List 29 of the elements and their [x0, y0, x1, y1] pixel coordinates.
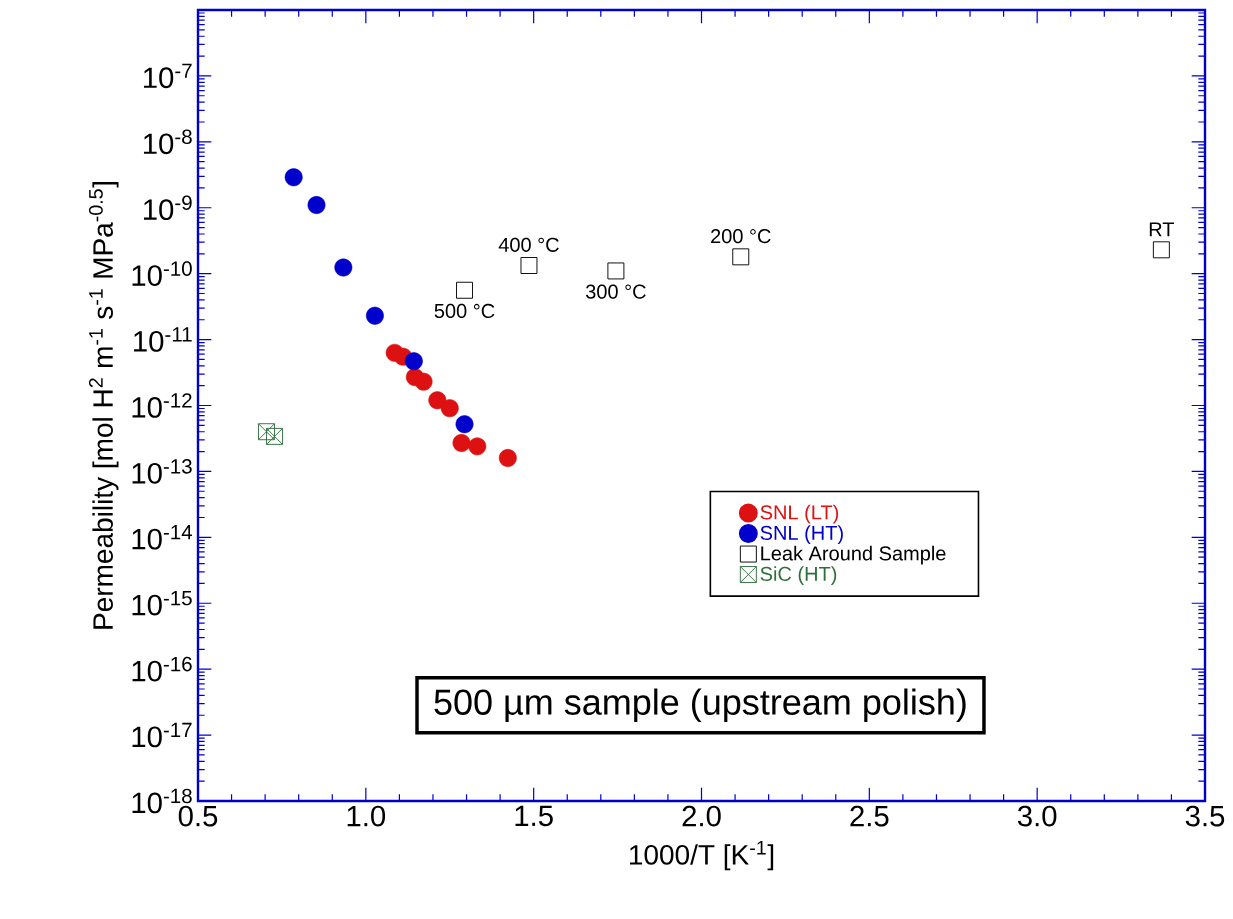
annotation: 500 µm sample (upstream polish) — [434, 688, 966, 723]
y-tick-label: 10$^{-14}$ — [132, 525, 193, 550]
legend-label: SNL (HT) — [760, 525, 843, 544]
y-tick-label: 10$^{-11}$ — [134, 327, 192, 352]
x-axis-title: 1000/T [K$^{-1}$] — [629, 840, 774, 871]
legend-label: Leak Around Sample — [761, 545, 946, 565]
x-tick-label: 1.0 — [347, 805, 386, 827]
annotation: 500 °C — [434, 303, 495, 319]
x-tick-label: 2.0 — [682, 805, 721, 827]
text: Permeability [mol H$^{2}$ m$^{-1}$ s$^{-1}$ MPa$^{-0.5}$] — [88, 182, 119, 629]
y-tick-label: 10$^{-15}$ — [132, 591, 192, 616]
annotation: 400 °C — [498, 237, 559, 252]
y-tick-label: 10$^{-9}$ — [143, 195, 192, 221]
legend-label: SNL (LT) — [760, 504, 839, 524]
x-tick-label: 1.5 — [515, 805, 553, 827]
y-tick-label: 10$^{-13}$ — [132, 459, 192, 484]
annotation: 200 °C — [711, 229, 771, 244]
x-tick-label: 3.5 — [1185, 805, 1225, 827]
y-tick-label: 10$^{-10}$ — [132, 261, 192, 286]
x-tick-label: 2.5 — [850, 805, 889, 827]
y-tick-label: 10$^{-16}$ — [132, 656, 192, 682]
annotation: 300 °C — [585, 284, 646, 299]
legend-label: SiC (HT) — [760, 566, 837, 585]
y-tick-label: 10$^{-17}$ — [132, 722, 192, 748]
annotation: RT — [1149, 222, 1175, 237]
x-tick-label: 3.0 — [1017, 805, 1057, 827]
y-tick-label: 10$^{-12}$ — [132, 393, 192, 418]
y-tick-label: 10$^{-8}$ — [143, 129, 192, 155]
y-tick-label: 10$^{-7}$ — [143, 63, 192, 89]
